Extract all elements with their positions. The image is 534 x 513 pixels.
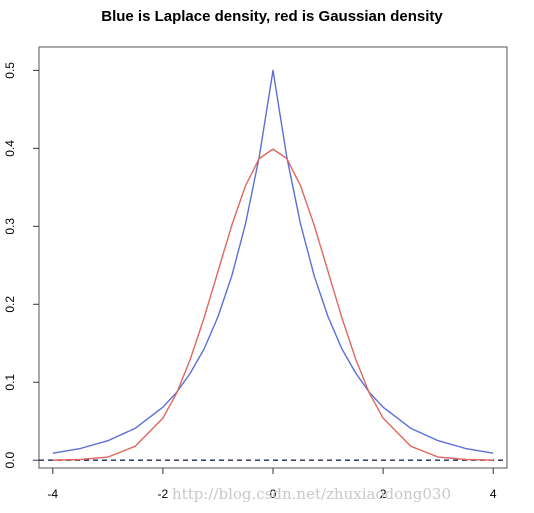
y-tick-label: 0.2 <box>3 296 17 313</box>
x-axis: -4 -2 0 2 4 <box>47 468 497 501</box>
y-tick-label: 0.4 <box>3 140 17 157</box>
watermark: http://blog.csdn.net/zhuxiaodong030 <box>172 485 451 503</box>
series-layer <box>39 69 507 461</box>
x-tick-label: 4 <box>490 487 497 501</box>
y-axis: 0.0 0.1 0.2 0.3 0.4 0.5 <box>3 62 39 469</box>
x-tick-label: 0 <box>270 487 277 501</box>
y-tick-label: 0.3 <box>3 218 17 235</box>
plot-frame <box>38 46 508 469</box>
y-tick-label: 0.1 <box>3 374 17 391</box>
y-tick-label: 0.5 <box>3 62 17 79</box>
x-tick-label: -2 <box>158 487 169 501</box>
x-tick-label: -4 <box>47 487 58 501</box>
x-tick-label: 2 <box>380 487 387 501</box>
y-tick-label: 0.0 <box>3 452 17 469</box>
gaussian-density-line <box>52 148 494 461</box>
laplace-density-line <box>52 69 494 454</box>
chart-title: Blue is Laplace density, red is Gaussian… <box>101 8 443 25</box>
